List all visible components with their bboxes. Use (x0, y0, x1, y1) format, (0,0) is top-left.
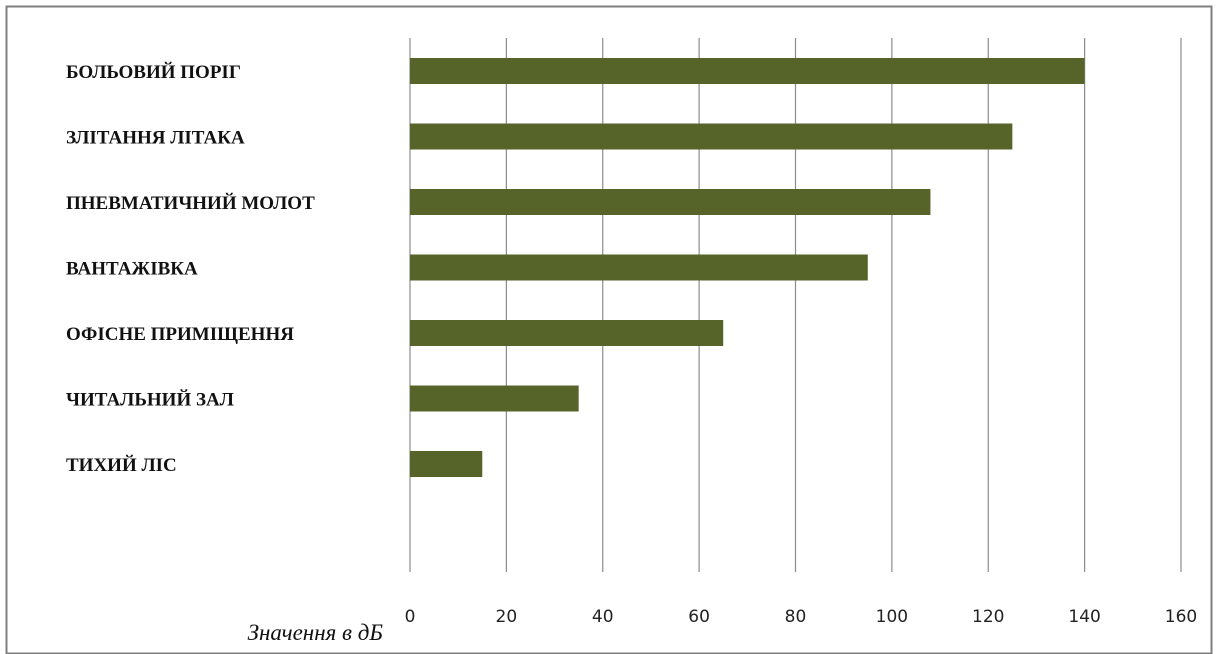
x-tick-label: 80 (785, 607, 807, 627)
x-tick-label: 20 (496, 607, 518, 627)
x-tick-labels: 0 20 40 60 80 100 120 140 160 (405, 607, 1198, 627)
bar (410, 451, 483, 477)
bars (410, 58, 1085, 477)
category-label: ЧИТАЛЬНИЙ ЗАЛ (66, 389, 234, 411)
bar (410, 58, 1085, 84)
x-tick-label: 60 (688, 607, 710, 627)
bar (410, 254, 868, 281)
x-tick-label: 100 (876, 607, 908, 627)
x-tick-label: 0 (405, 607, 416, 627)
x-axis-title: Значення в дБ (248, 620, 384, 645)
x-tick-label: 40 (592, 607, 614, 627)
category-label: ВАНТАЖІВКА (66, 259, 198, 280)
bar (410, 189, 931, 215)
x-tick-label: 160 (1165, 607, 1197, 627)
x-tick-label: 140 (1068, 607, 1100, 627)
category-label: ЗЛІТАННЯ ЛІТАКА (66, 128, 245, 149)
category-labels: БОЛЬОВИЙ ПОРІГ ЗЛІТАННЯ ЛІТАКА ПНЕВМАТИЧНИ… (66, 61, 315, 476)
bar (410, 320, 724, 346)
category-label: ТИХИЙ ЛІС (66, 454, 177, 476)
category-label: ПНЕВМАТИЧНИЙ МОЛОТ (66, 192, 315, 214)
category-label: БОЛЬОВИЙ ПОРІГ (66, 61, 241, 83)
category-label: ОФІСНЕ ПРИМІЩЕННЯ (66, 324, 294, 345)
bar (410, 123, 1013, 150)
bar (410, 385, 579, 412)
x-tick-label: 120 (972, 607, 1004, 627)
